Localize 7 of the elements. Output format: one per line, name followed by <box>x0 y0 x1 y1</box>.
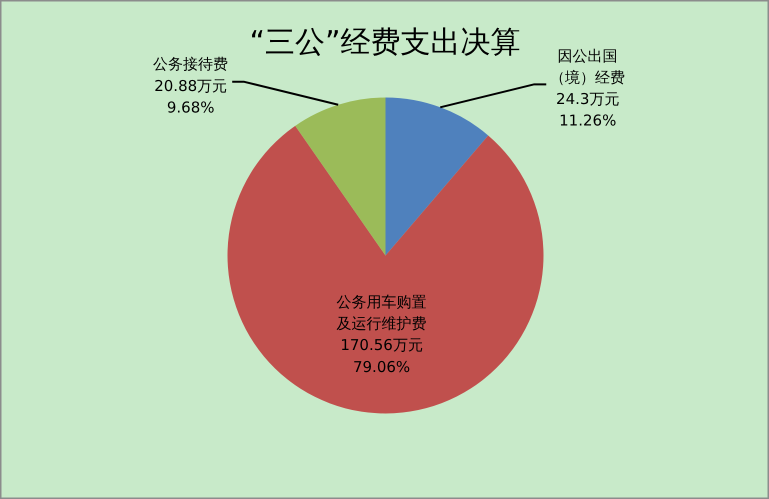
slice-label: 公务用车购置及运行维护费 <box>336 293 427 333</box>
data-label: 20.88万元 9.68% <box>154 76 228 116</box>
data-label: 24.3万元 11.26% <box>556 90 620 130</box>
slice-label: 因公出国（境）经费 <box>550 46 626 87</box>
data-label: 170.56万元 79.06% <box>340 336 423 376</box>
slice-label: 公务接待费 <box>153 55 228 74</box>
chart-title: “三公”经费支出决算 <box>249 25 521 60</box>
